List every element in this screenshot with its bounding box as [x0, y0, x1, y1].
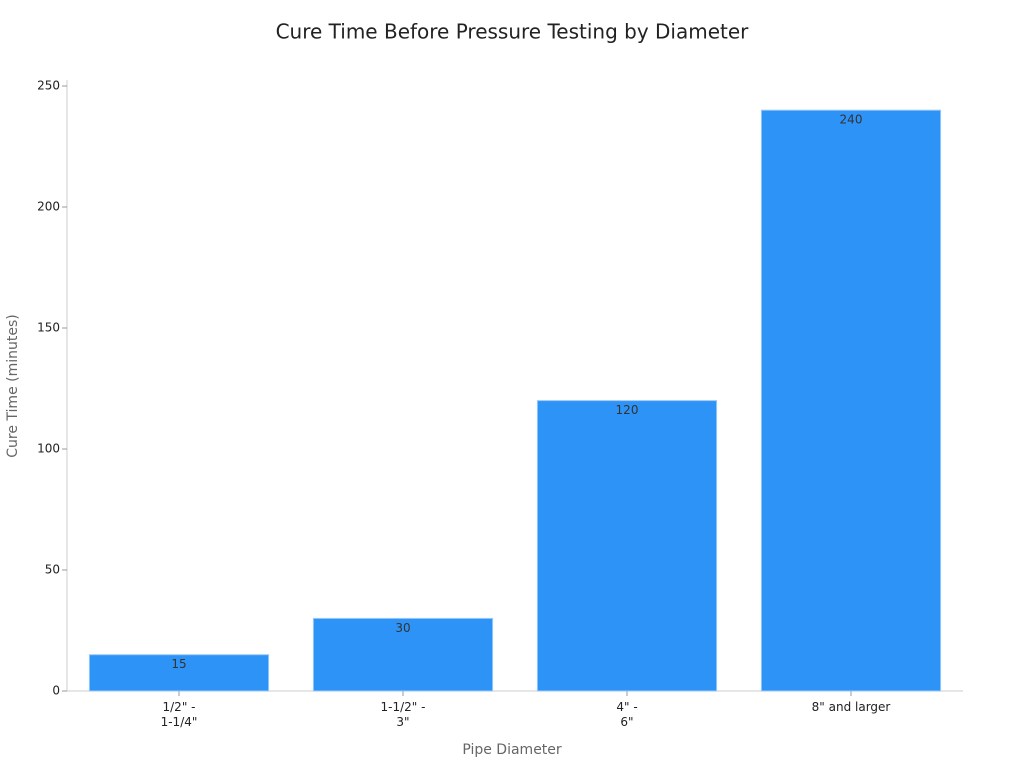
value-label: 30	[395, 621, 410, 635]
value-label: 120	[616, 403, 639, 417]
y-tick-label: 150	[37, 321, 60, 335]
chart-title: Cure Time Before Pressure Testing by Dia…	[276, 20, 750, 44]
x-axis-label: Pipe Diameter	[462, 742, 562, 758]
x-tick-label: 8" and larger	[811, 700, 891, 714]
y-tick-label: 200	[37, 200, 60, 214]
x-tick-label: 4" - 6"	[616, 700, 638, 729]
bar	[88, 654, 270, 692]
value-label: 240	[840, 113, 863, 127]
bar	[312, 617, 494, 692]
y-tick-label: 100	[37, 442, 60, 456]
y-tick-label: 250	[37, 79, 60, 93]
y-axis-label: Cure Time (minutes)	[5, 314, 21, 457]
y-tick-label: 0	[52, 684, 60, 698]
bar	[760, 109, 942, 692]
x-tick-label: 1/2" - 1-1/4"	[160, 700, 198, 729]
x-tick-label: 1-1/2" - 3"	[380, 700, 426, 729]
bar	[536, 400, 718, 692]
value-label: 15	[171, 657, 186, 671]
y-tick-label: 50	[45, 563, 60, 577]
